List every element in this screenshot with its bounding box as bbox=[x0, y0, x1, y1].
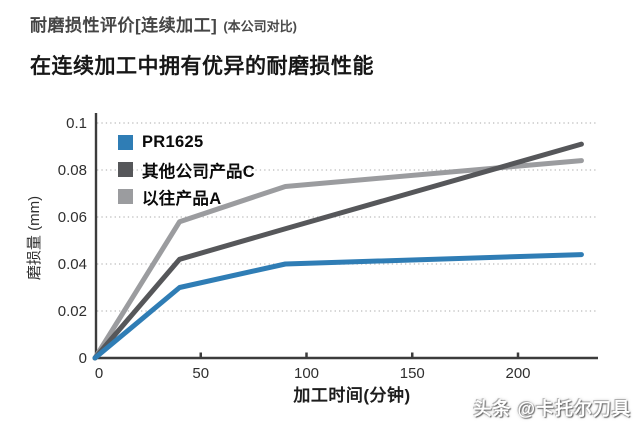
page-title-note: (本公司对比) bbox=[223, 19, 297, 34]
legend-item-pr1625: PR1625 bbox=[118, 129, 255, 156]
watermark: 头条 @卡托尔刀具 bbox=[473, 399, 631, 419]
x-tick-label: 0 bbox=[95, 365, 103, 382]
x-tick-label: 200 bbox=[505, 365, 530, 382]
series-line-其他公司产品C bbox=[92, 141, 584, 361]
x-tick-label: 150 bbox=[400, 365, 425, 382]
y-tick-label: 0.08 bbox=[58, 162, 87, 179]
y-tick-label: 0.06 bbox=[58, 209, 87, 226]
legend-item-previous-a: 以往产品A bbox=[118, 183, 255, 210]
legend-swatch-competitor-c bbox=[118, 162, 133, 177]
legend-label: 其他公司产品C bbox=[142, 162, 256, 181]
chart-headline: 在连续加工中拥有优异的耐磨损性能 bbox=[30, 55, 374, 78]
chart-legend: PR1625 其他公司产品C 以往产品A bbox=[118, 129, 255, 210]
x-tick-label: 100 bbox=[294, 365, 319, 382]
x-axis-title: 加工时间(分钟) bbox=[292, 385, 410, 405]
legend-swatch-previous-a bbox=[118, 189, 133, 204]
legend-item-competitor-c: 其他公司产品C bbox=[118, 156, 255, 183]
series-line-PR1625 bbox=[92, 252, 584, 361]
y-tick-label: 0.1 bbox=[66, 115, 87, 132]
legend-swatch-pr1625 bbox=[118, 135, 133, 150]
y-axis-title: 磨损量 (mm) bbox=[26, 196, 43, 280]
series-line-以往产品A bbox=[92, 158, 584, 361]
legend-label: PR1625 bbox=[142, 133, 204, 151]
title-row: 耐磨损性评价[连续加工] (本公司对比) bbox=[30, 11, 297, 36]
page-title: 耐磨损性评价[连续加工] bbox=[30, 16, 218, 35]
legend-label: 以往产品A bbox=[142, 189, 222, 208]
y-tick-label: 0 bbox=[79, 350, 87, 367]
header: 耐磨损性评价[连续加工] (本公司对比) bbox=[30, 11, 297, 36]
x-tick-label: 50 bbox=[192, 365, 209, 382]
y-tick-label: 0.02 bbox=[58, 303, 87, 320]
y-tick-label: 0.04 bbox=[58, 256, 87, 273]
